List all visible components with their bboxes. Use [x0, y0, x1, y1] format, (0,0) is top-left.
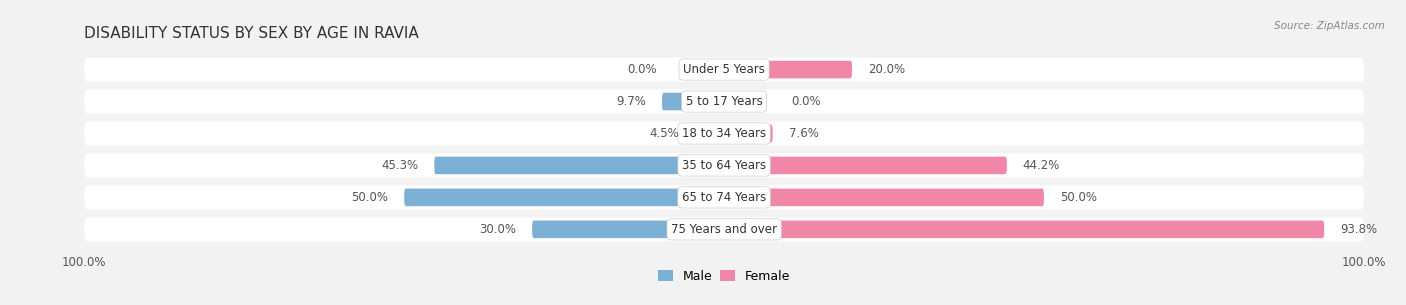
Text: DISABILITY STATUS BY SEX BY AGE IN RAVIA: DISABILITY STATUS BY SEX BY AGE IN RAVIA [84, 26, 419, 41]
Text: 7.6%: 7.6% [789, 127, 818, 140]
Text: 4.5%: 4.5% [650, 127, 679, 140]
FancyBboxPatch shape [84, 90, 1364, 113]
FancyBboxPatch shape [84, 217, 1364, 241]
FancyBboxPatch shape [84, 153, 1364, 178]
FancyBboxPatch shape [405, 188, 724, 206]
Text: 0.0%: 0.0% [792, 95, 821, 108]
Text: 5 to 17 Years: 5 to 17 Years [686, 95, 762, 108]
Text: 9.7%: 9.7% [616, 95, 645, 108]
Text: 0.0%: 0.0% [627, 63, 657, 76]
FancyBboxPatch shape [724, 61, 852, 78]
Text: 75 Years and over: 75 Years and over [671, 223, 778, 236]
FancyBboxPatch shape [533, 221, 724, 238]
Text: 50.0%: 50.0% [352, 191, 388, 204]
Text: Source: ZipAtlas.com: Source: ZipAtlas.com [1274, 21, 1385, 31]
FancyBboxPatch shape [724, 188, 1043, 206]
Text: 93.8%: 93.8% [1340, 223, 1378, 236]
FancyBboxPatch shape [724, 157, 1007, 174]
Text: 35 to 64 Years: 35 to 64 Years [682, 159, 766, 172]
Text: Under 5 Years: Under 5 Years [683, 63, 765, 76]
Text: 45.3%: 45.3% [381, 159, 419, 172]
Text: 20.0%: 20.0% [868, 63, 905, 76]
FancyBboxPatch shape [696, 125, 724, 142]
Text: 50.0%: 50.0% [1060, 191, 1097, 204]
Text: 44.2%: 44.2% [1022, 159, 1060, 172]
Legend: Male, Female: Male, Female [652, 265, 796, 288]
FancyBboxPatch shape [434, 157, 724, 174]
FancyBboxPatch shape [84, 185, 1364, 209]
FancyBboxPatch shape [84, 121, 1364, 145]
Text: 30.0%: 30.0% [479, 223, 516, 236]
FancyBboxPatch shape [724, 125, 773, 142]
FancyBboxPatch shape [662, 93, 724, 110]
FancyBboxPatch shape [84, 58, 1364, 81]
FancyBboxPatch shape [724, 221, 1324, 238]
Text: 18 to 34 Years: 18 to 34 Years [682, 127, 766, 140]
Text: 65 to 74 Years: 65 to 74 Years [682, 191, 766, 204]
